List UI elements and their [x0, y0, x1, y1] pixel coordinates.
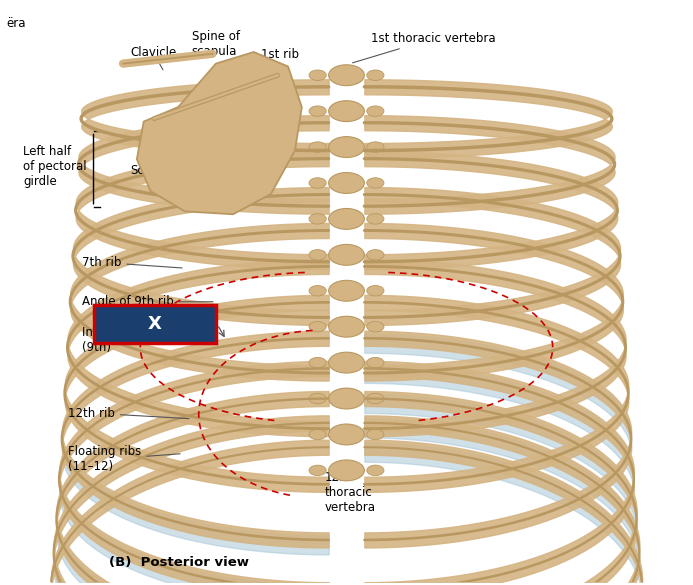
- Ellipse shape: [367, 322, 384, 332]
- Text: Spine of
scapula: Spine of scapula: [192, 30, 240, 67]
- Ellipse shape: [367, 357, 384, 368]
- Ellipse shape: [328, 352, 365, 373]
- Ellipse shape: [367, 429, 384, 440]
- Ellipse shape: [328, 101, 365, 122]
- Ellipse shape: [328, 424, 365, 445]
- Ellipse shape: [367, 178, 384, 188]
- Text: Floating ribs
(11–12): Floating ribs (11–12): [68, 445, 180, 473]
- Ellipse shape: [309, 250, 326, 260]
- Text: 1st rib: 1st rib: [261, 49, 299, 75]
- Ellipse shape: [367, 70, 384, 80]
- Ellipse shape: [309, 429, 326, 440]
- Text: (B)  Posterior view: (B) Posterior view: [109, 556, 249, 569]
- Ellipse shape: [328, 460, 365, 481]
- Ellipse shape: [367, 106, 384, 116]
- Ellipse shape: [309, 393, 326, 404]
- Text: 12th
thoracic
vertebra: 12th thoracic vertebra: [324, 462, 376, 514]
- Text: X: X: [148, 315, 161, 333]
- Text: Intercostal space
(9th): Intercostal space (9th): [82, 326, 183, 354]
- Ellipse shape: [367, 285, 384, 296]
- Ellipse shape: [328, 388, 365, 409]
- Ellipse shape: [309, 70, 326, 80]
- Text: Scapula: Scapula: [130, 164, 203, 179]
- Ellipse shape: [328, 208, 365, 229]
- Ellipse shape: [309, 465, 326, 476]
- Ellipse shape: [328, 245, 365, 265]
- Ellipse shape: [328, 280, 365, 301]
- Text: Angle of 9th rib: Angle of 9th rib: [82, 295, 213, 308]
- Ellipse shape: [309, 214, 326, 224]
- Ellipse shape: [367, 393, 384, 404]
- Ellipse shape: [367, 214, 384, 224]
- Ellipse shape: [309, 357, 326, 368]
- Ellipse shape: [367, 250, 384, 260]
- Ellipse shape: [309, 322, 326, 332]
- Ellipse shape: [309, 285, 326, 296]
- Ellipse shape: [328, 316, 365, 337]
- Text: 12th rib: 12th rib: [68, 407, 189, 419]
- Ellipse shape: [328, 65, 365, 85]
- Ellipse shape: [309, 178, 326, 188]
- Ellipse shape: [309, 142, 326, 152]
- Text: 1st thoracic vertebra: 1st thoracic vertebra: [353, 32, 495, 63]
- Ellipse shape: [328, 173, 365, 194]
- Ellipse shape: [367, 465, 384, 476]
- Text: Left half
of pectoral
girdle: Left half of pectoral girdle: [24, 144, 87, 188]
- Ellipse shape: [309, 106, 326, 116]
- Ellipse shape: [328, 137, 365, 157]
- Text: ëra: ëra: [6, 16, 26, 30]
- Bar: [94, 305, 216, 343]
- Text: 7th rib: 7th rib: [82, 256, 182, 269]
- Ellipse shape: [367, 142, 384, 152]
- Text: Clavicle: Clavicle: [130, 46, 176, 70]
- Polygon shape: [137, 52, 302, 214]
